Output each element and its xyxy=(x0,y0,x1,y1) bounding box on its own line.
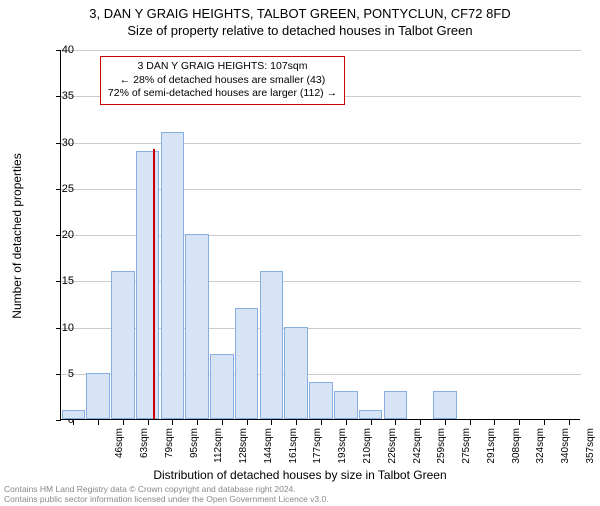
xtick-label: 242sqm xyxy=(412,428,423,473)
xtick-mark xyxy=(271,420,272,425)
xtick-mark xyxy=(494,420,495,425)
property-info-box: 3 DAN Y GRAIG HEIGHTS: 107sqm ← 28% of d… xyxy=(100,56,345,105)
ytick-label: 35 xyxy=(44,90,74,102)
histogram-bar xyxy=(210,354,234,419)
xtick-label: 46sqm xyxy=(114,428,125,473)
histogram-bar xyxy=(136,151,160,419)
xtick-label: 308sqm xyxy=(511,428,522,473)
histogram-bar xyxy=(111,271,135,419)
xtick-mark xyxy=(470,420,471,425)
xtick-label: 79sqm xyxy=(164,428,175,473)
histogram-bar xyxy=(384,391,408,419)
xtick-label: 340sqm xyxy=(560,428,571,473)
xtick-mark xyxy=(371,420,372,425)
ytick-label: 40 xyxy=(44,44,74,56)
xtick-label: 177sqm xyxy=(312,428,323,473)
grid-line xyxy=(61,50,581,51)
histogram-bar xyxy=(62,410,86,419)
info-line-larger: 72% of semi-detached houses are larger (… xyxy=(107,87,338,101)
xtick-mark xyxy=(321,420,322,425)
attribution-footer: Contains HM Land Registry data © Crown c… xyxy=(4,485,329,504)
xtick-label: 161sqm xyxy=(288,428,299,473)
xtick-label: 226sqm xyxy=(387,428,398,473)
xtick-mark xyxy=(544,420,545,425)
xtick-label: 95sqm xyxy=(189,428,200,473)
xtick-label: 324sqm xyxy=(535,428,546,473)
ytick-label: 25 xyxy=(44,183,74,195)
histogram-bar xyxy=(284,327,308,420)
histogram-bar xyxy=(86,373,110,419)
xtick-mark xyxy=(296,420,297,425)
xtick-label: 259sqm xyxy=(436,428,447,473)
x-axis-label: Distribution of detached houses by size … xyxy=(0,468,600,482)
xtick-mark xyxy=(346,420,347,425)
ytick-label: 5 xyxy=(44,368,74,380)
histogram-bar xyxy=(359,410,383,419)
xtick-mark xyxy=(172,420,173,425)
ytick-label: 10 xyxy=(44,322,74,334)
histogram-bar xyxy=(260,271,284,419)
xtick-mark xyxy=(445,420,446,425)
histogram-bar xyxy=(433,391,457,419)
xtick-mark xyxy=(197,420,198,425)
histogram-bar xyxy=(161,132,185,419)
xtick-label: 63sqm xyxy=(139,428,150,473)
xtick-mark xyxy=(123,420,124,425)
xtick-label: 291sqm xyxy=(486,428,497,473)
xtick-mark xyxy=(247,420,248,425)
chart-title-subtitle: Size of property relative to detached ho… xyxy=(0,23,600,38)
xtick-mark xyxy=(98,420,99,425)
plot-region xyxy=(60,50,580,420)
histogram-bar xyxy=(334,391,358,419)
info-line-smaller: ← 28% of detached houses are smaller (43… xyxy=(107,74,338,88)
y-axis-label: Number of detached properties xyxy=(10,153,24,318)
ytick-label: 30 xyxy=(44,137,74,149)
xtick-label: 144sqm xyxy=(263,428,274,473)
xtick-mark xyxy=(420,420,421,425)
xtick-label: 275sqm xyxy=(461,428,472,473)
chart-plot-area xyxy=(60,50,580,420)
histogram-bar xyxy=(235,308,259,419)
xtick-mark xyxy=(569,420,570,425)
xtick-label: 128sqm xyxy=(238,428,249,473)
chart-title-address: 3, DAN Y GRAIG HEIGHTS, TALBOT GREEN, PO… xyxy=(0,6,600,21)
ytick-label: 15 xyxy=(44,275,74,287)
xtick-label: 193sqm xyxy=(337,428,348,473)
ytick-label: 20 xyxy=(44,229,74,241)
histogram-bar xyxy=(309,382,333,419)
footer-line-2: Contains public sector information licen… xyxy=(4,495,329,504)
grid-line xyxy=(61,143,581,144)
property-marker-line xyxy=(153,149,155,419)
info-line-property: 3 DAN Y GRAIG HEIGHTS: 107sqm xyxy=(107,60,338,74)
xtick-mark xyxy=(395,420,396,425)
histogram-bar xyxy=(185,234,209,419)
xtick-label: 112sqm xyxy=(213,428,224,473)
xtick-mark xyxy=(519,420,520,425)
xtick-mark xyxy=(148,420,149,425)
xtick-label: 210sqm xyxy=(362,428,373,473)
xtick-mark xyxy=(222,420,223,425)
xtick-label: 357sqm xyxy=(585,428,596,473)
